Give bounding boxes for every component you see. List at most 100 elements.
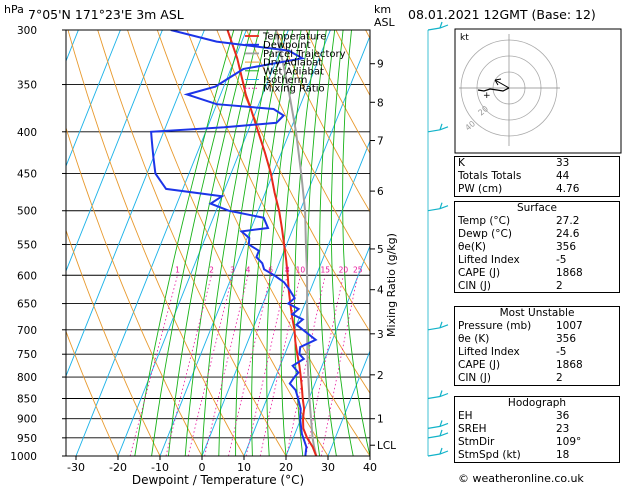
- wet-adiabat-line: [280, 30, 310, 456]
- temperature-tick-label: 10: [237, 461, 251, 474]
- mu-label: θe (K): [458, 332, 490, 345]
- most-unstable-title: Most Unstable: [499, 307, 575, 319]
- mixing-ratio-line: [320, 275, 359, 456]
- mixing-ratio-line: [165, 275, 212, 456]
- surface-label: Temp (°C): [458, 215, 511, 227]
- pressure-tick-label: 350: [17, 80, 37, 92]
- credit-text: © weatheronline.co.uk: [458, 472, 584, 485]
- wind-barb: [427, 24, 449, 31]
- plot-frame: [65, 29, 371, 457]
- hodo-value: 109°: [556, 435, 582, 448]
- pressure-tick-label: 700: [17, 325, 37, 337]
- mu-label: CAPE (J): [458, 358, 501, 371]
- dry-adiabat-line: [66, 126, 203, 456]
- wind-barb-flag: [439, 21, 443, 29]
- index-value: 4.76: [556, 182, 580, 195]
- wind-barb-flag: [439, 390, 443, 397]
- mu-value: -5: [556, 345, 567, 358]
- wind-barbs: [427, 21, 449, 457]
- dry-adiabat-line: [216, 30, 370, 333]
- height-tick-label: 9: [377, 59, 384, 71]
- surface-title: Surface: [516, 202, 557, 214]
- wet-adiabat-line: [151, 30, 243, 456]
- hodo-value: 36: [556, 410, 570, 422]
- height-tick-label: 2: [377, 370, 384, 382]
- table-row: PW (cm) 4.76: [455, 183, 619, 196]
- wind-barb: [427, 422, 449, 429]
- wind-barb: [427, 450, 449, 457]
- mu-value: 356: [556, 332, 577, 345]
- indices-panel: K 33 Totals Totals 44 PW (cm) 4.76: [454, 156, 620, 197]
- index-label: PW (cm): [458, 182, 503, 195]
- hpa-label: hPa: [4, 3, 24, 16]
- isotherm-line: [243, 139, 370, 456]
- index-value: 33: [556, 157, 570, 169]
- wind-barb: [427, 126, 449, 133]
- pressure-tick-label: 1000: [10, 451, 37, 463]
- storm-motion-arrow: [494, 78, 510, 89]
- wet-adiabat-line: [266, 30, 302, 456]
- index-label: Totals Totals: [458, 169, 522, 182]
- wet-adiabat-line: [294, 30, 319, 456]
- parcel-trajectory-line: [274, 30, 318, 456]
- mixing-ratio-value: 20: [339, 265, 349, 274]
- hodograph-trace: [477, 87, 510, 92]
- legend-label: Dry Adiabat: [263, 58, 322, 69]
- temperature-tick-label: -30: [67, 461, 85, 474]
- surface-value: 24.6: [556, 227, 580, 240]
- isotherm-line: [66, 30, 205, 378]
- wind-barb-flag: [439, 420, 443, 427]
- table-row: Temp (°C) 27.2: [455, 215, 619, 228]
- height-tick-label: 5: [377, 244, 384, 256]
- hodograph-unit: kt: [460, 33, 469, 43]
- hodograph-marker: +: [483, 91, 491, 101]
- table-row: Lifted Index -5: [455, 254, 619, 267]
- legend-label: Isotherm: [263, 75, 307, 86]
- hodo-value: 18: [556, 448, 570, 461]
- wind-barb-flag: [439, 202, 443, 209]
- most-unstable-panel: Most Unstable Pressure (mb) 1007 θe (K) 35…: [454, 306, 620, 386]
- wet-adiabat-line: [134, 30, 235, 456]
- table-row: θe(K) 356: [455, 241, 619, 254]
- dry-adiabat-line: [186, 30, 370, 395]
- pressure-tick-label: 500: [17, 206, 37, 218]
- surface-label: θe(K): [458, 240, 486, 253]
- index-label: K: [458, 157, 465, 169]
- mixing-ratio-value: 3: [230, 265, 235, 274]
- hodo-value: 23: [556, 422, 570, 435]
- height-axis: 9 8 7 6 5 4 3 2 1 LCL: [370, 59, 396, 452]
- pressure-tick-label: 650: [17, 299, 37, 311]
- table-row: StmDir 109°: [455, 436, 619, 449]
- legend-label: Mixing Ratio: [263, 84, 325, 95]
- mu-label: CIN (J): [458, 371, 491, 384]
- location-title: 7°05'N 171°23'E 3m ASL: [28, 7, 184, 22]
- mixing-ratio-value: 8: [285, 265, 290, 274]
- wind-barb-flag: [439, 429, 443, 437]
- mixing-ratio-axis-label: Mixing Ratio (g/kg): [385, 233, 398, 337]
- wet-adiabat-line: [342, 30, 370, 456]
- surface-value: 27.2: [556, 215, 580, 227]
- wind-barb-flag: [439, 123, 443, 130]
- mixing-ratio-line: [187, 275, 233, 456]
- mu-value: 2: [556, 371, 563, 384]
- hodo-label: StmDir: [458, 435, 495, 448]
- temperature-tick-label: -20: [109, 461, 127, 474]
- pressure-tick-label: 400: [17, 127, 37, 139]
- temperature-line: [226, 30, 318, 456]
- dry-adiabat-line: [305, 30, 370, 155]
- dry-adiabat-line: [66, 330, 119, 456]
- hodo-label: SREH: [458, 422, 487, 435]
- pressure-tick-label: 750: [17, 349, 37, 361]
- table-row: CIN (J) 2: [455, 280, 619, 293]
- wind-barb: [427, 324, 449, 331]
- wind-barb-flag: [439, 321, 443, 328]
- isotherm-line: [66, 30, 121, 168]
- wind-barb: [427, 392, 449, 400]
- isotherm-line: [117, 30, 289, 456]
- mixing-ratio-value: 1: [175, 265, 180, 274]
- wind-barb-flag: [439, 447, 443, 455]
- hodograph-frame: [454, 28, 622, 154]
- table-row: K 33: [455, 157, 619, 170]
- wet-adiabat-line: [218, 30, 277, 456]
